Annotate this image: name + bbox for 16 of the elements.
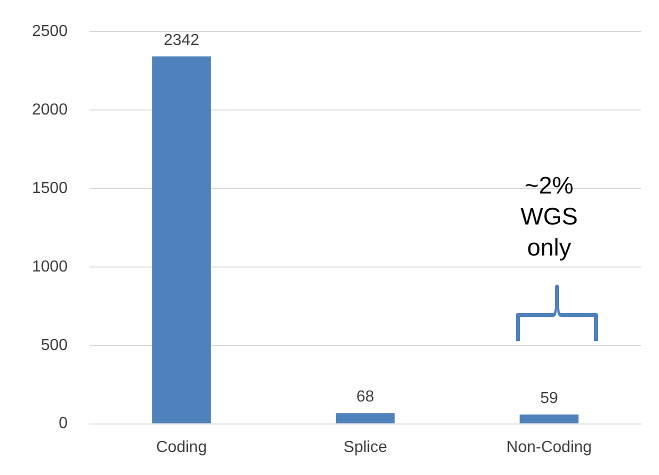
y-tick-label: 0 xyxy=(58,415,68,432)
y-tick-label: 500 xyxy=(40,336,68,354)
y-tick-label: 2500 xyxy=(32,23,68,40)
y-tick-label: 2000 xyxy=(32,101,68,118)
data-label: 2342 xyxy=(164,32,200,49)
y-tick-label: 1000 xyxy=(32,258,68,276)
data-label: 59 xyxy=(540,390,558,407)
y-tick-label: 1500 xyxy=(32,180,68,197)
x-tick-label: Non-Coding xyxy=(506,438,592,456)
data-label: 68 xyxy=(356,388,374,406)
bar xyxy=(152,56,211,424)
annotation: ~2% WGS only xyxy=(520,172,578,262)
bar xyxy=(336,413,395,424)
bar xyxy=(520,414,579,424)
x-tick-label: Splice xyxy=(344,438,388,456)
x-tick-label: Coding xyxy=(156,438,207,456)
